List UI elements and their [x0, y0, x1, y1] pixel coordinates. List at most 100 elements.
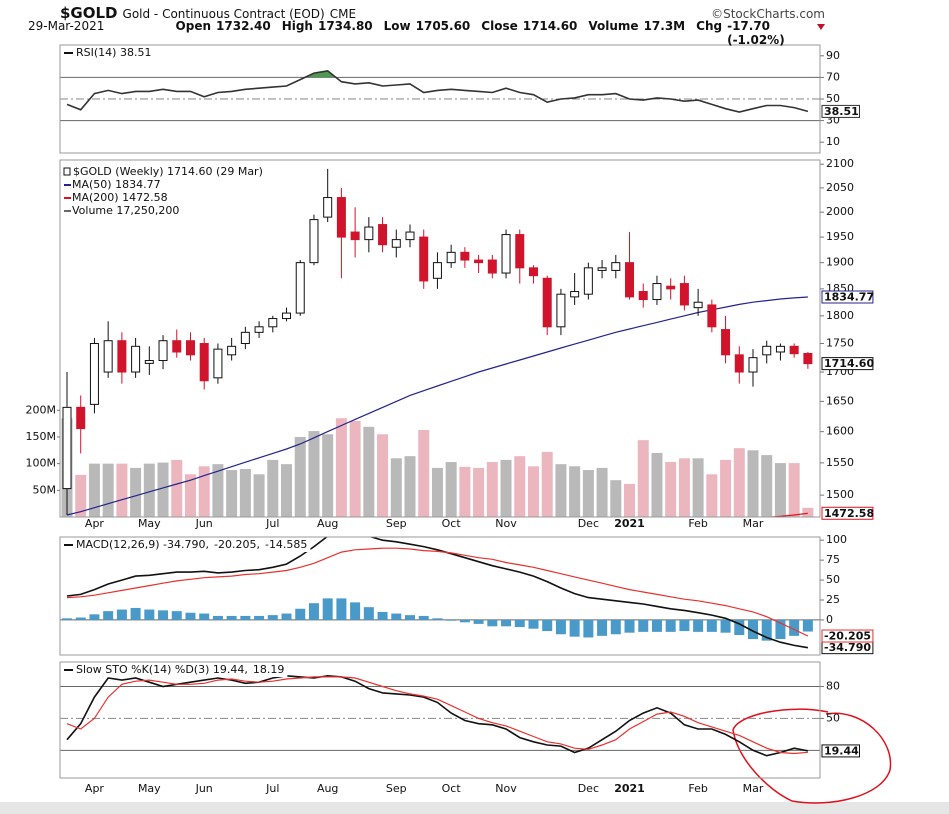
- y-tick-label: 1650: [826, 394, 854, 407]
- histogram-bar: [144, 609, 155, 620]
- candle-body: [172, 340, 182, 353]
- candle-body: [446, 251, 456, 264]
- y-tick-label: 1500: [826, 488, 854, 501]
- field-value: 17.3M: [643, 19, 686, 33]
- histogram-bar: [281, 613, 292, 620]
- y-tick-label: 50: [826, 711, 840, 724]
- volume-bar: [212, 464, 224, 517]
- candle-body: [131, 345, 141, 373]
- histogram-bar: [542, 619, 553, 632]
- histogram-bar: [459, 619, 470, 623]
- histogram-bar: [802, 619, 813, 632]
- series-line: [66, 674, 809, 757]
- candle-body: [625, 262, 635, 298]
- x-tick-label: Sep: [386, 517, 407, 530]
- candle-body: [364, 226, 374, 241]
- volume-bar: [761, 455, 773, 517]
- candle-body: [323, 197, 333, 218]
- volume-bar: [88, 463, 100, 517]
- volume-bar: [143, 463, 155, 517]
- candle-body: [336, 197, 346, 238]
- histogram-bar: [679, 619, 690, 632]
- volume-bar: [788, 463, 800, 517]
- panel-frame: [59, 661, 821, 779]
- histogram-bar: [665, 619, 676, 632]
- volume-bar: [184, 474, 196, 517]
- volume-bar: [294, 436, 306, 517]
- candle-body: [583, 267, 593, 295]
- candle-body: [240, 331, 250, 345]
- plot-area: [60, 70, 820, 122]
- volume-bar: [281, 464, 293, 517]
- histogram-bar: [432, 618, 443, 620]
- x-tick-label: Apr: [85, 517, 105, 530]
- candle-body: [268, 318, 278, 328]
- candle-body: [666, 285, 676, 290]
- last-value-label: -34.790: [824, 641, 871, 654]
- candle-body: [378, 224, 388, 246]
- histogram-bar: [624, 619, 635, 633]
- volume-bar: [596, 467, 608, 517]
- histogram-bar: [226, 615, 237, 620]
- field-value: 1734.80: [317, 19, 373, 33]
- histogram-bar: [254, 615, 265, 620]
- histogram-bar: [377, 611, 388, 620]
- volume-bar: [349, 420, 361, 517]
- x-tick-label: Sep: [386, 782, 407, 795]
- legend-entry: MA(50) 1834.77: [72, 178, 161, 191]
- candle-body: [652, 283, 662, 301]
- header: $GOLD Gold - Continuous Contract (EOD) C…: [28, 4, 825, 47]
- x-tick-label: Jul: [265, 782, 279, 795]
- header-row: $GOLD Gold - Continuous Contract (EOD) C…: [60, 4, 825, 22]
- volume-bar: [720, 459, 732, 517]
- candle-body: [62, 406, 72, 490]
- volume-bar: [335, 418, 347, 517]
- histogram-bar: [528, 619, 539, 629]
- volume-bar: [431, 467, 443, 517]
- y-tick-label: 75: [826, 553, 840, 566]
- histogram-bar: [295, 608, 306, 620]
- x-tick-label: Oct: [442, 517, 462, 530]
- volume-bar: [500, 459, 512, 517]
- x-tick-label: 2021: [614, 517, 645, 530]
- candle-body: [501, 234, 511, 274]
- volume-bar: [514, 456, 526, 517]
- x-tick-label: May: [138, 782, 161, 795]
- volume-bar: [445, 462, 457, 517]
- candle-body: [199, 343, 209, 382]
- last-value-label: 38.51: [824, 105, 859, 118]
- series-line: [66, 70, 809, 113]
- candle-body: [213, 348, 223, 379]
- last-value-label: -20.205: [824, 630, 871, 643]
- legend-icon: [63, 167, 71, 176]
- volume-bar: [459, 466, 471, 517]
- histogram-bar: [748, 619, 758, 640]
- histogram-bar: [597, 619, 608, 636]
- down-arrow: [817, 23, 825, 30]
- histogram-bar: [171, 611, 182, 620]
- histogram-bar: [130, 607, 141, 620]
- volume-bar: [390, 458, 402, 517]
- x-tick-label: 2021: [614, 782, 645, 795]
- x-tick-label: Jul: [265, 517, 279, 530]
- x-tick-label: Feb: [688, 782, 707, 795]
- histogram-bar: [761, 619, 772, 641]
- symbol: $GOLD: [60, 4, 118, 22]
- quote-row: 29-Mar-2021 Open 1732.40 High 1734.80 Low 170…: [28, 19, 825, 47]
- volume-bar: [527, 466, 539, 517]
- moving-average: [66, 296, 808, 516]
- plot-area: [60, 537, 820, 649]
- last-value-box: [821, 357, 874, 371]
- histogram-bar: [569, 619, 580, 637]
- candle-body: [556, 293, 566, 328]
- histogram-bar: [501, 619, 512, 627]
- series-line: [66, 676, 808, 755]
- volume-bar: [569, 466, 581, 517]
- histogram-bar: [158, 610, 169, 620]
- candle-body: [693, 301, 703, 309]
- legend-entry: $GOLD (Weekly) 1714.60 (29 Mar): [73, 165, 263, 178]
- last-value-box: [821, 104, 860, 118]
- volume-bar: [624, 483, 636, 517]
- histogram-bar: [651, 619, 662, 632]
